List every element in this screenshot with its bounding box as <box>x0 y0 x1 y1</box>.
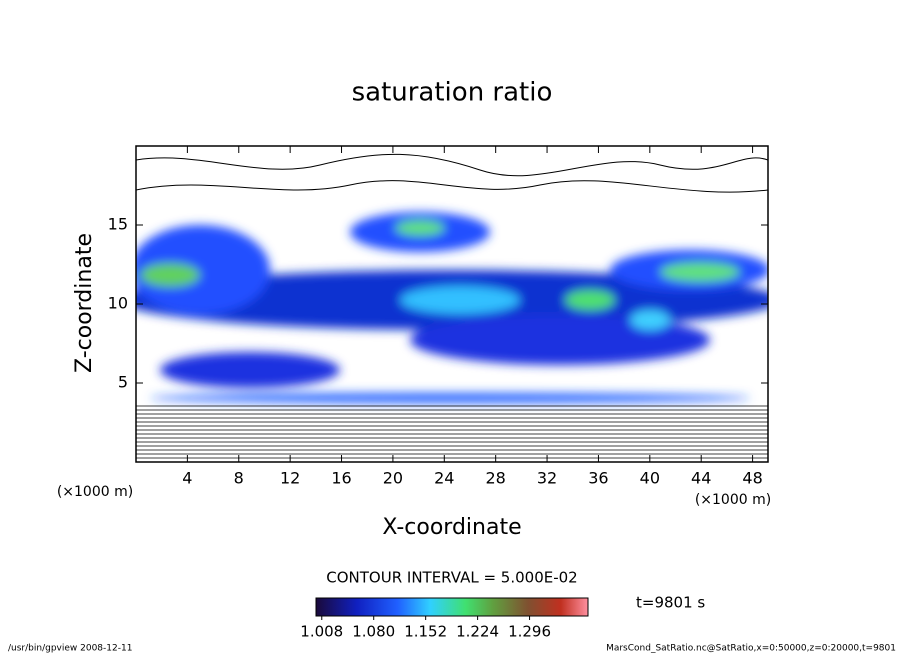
x-tick-label: 36 <box>588 469 608 488</box>
colorbar-tick-label: 1.296 <box>508 623 551 641</box>
x-tick-label: 24 <box>434 469 454 488</box>
footer-right: MarsCond_SatRatio.nc@SatRatio,x=0:50000,… <box>606 644 896 654</box>
chart-title: saturation ratio <box>352 78 553 108</box>
footer-left: /usr/bin/gpview 2008-12-11 <box>8 644 132 654</box>
colorbar-tick-label: 1.224 <box>456 623 499 641</box>
contour-interval: CONTOUR INTERVAL = 5.000E-02 <box>326 569 577 587</box>
x-unit-left: (×1000 m) <box>57 484 133 500</box>
x-tick-label: 8 <box>234 469 244 488</box>
colorbar-tick-label: 1.080 <box>352 623 395 641</box>
time-label: t=9801 s <box>636 594 705 612</box>
y-tick-label: 15 <box>108 215 128 234</box>
x-tick-label: 20 <box>383 469 403 488</box>
x-tick-label: 48 <box>742 469 762 488</box>
x-tick-label: 12 <box>280 469 300 488</box>
colorbar-tick-label: 1.008 <box>300 623 343 641</box>
x-unit-right: (×1000 m) <box>695 492 771 508</box>
x-tick-label: 28 <box>485 469 505 488</box>
x-tick-label: 32 <box>537 469 557 488</box>
colorbar-tick-label: 1.152 <box>404 623 447 641</box>
x-tick-label: 44 <box>691 469 711 488</box>
x-tick-label: 16 <box>331 469 351 488</box>
y-tick-label: 5 <box>118 373 128 392</box>
field <box>136 153 768 459</box>
y-axis-label: Z-coordinate <box>72 233 97 373</box>
x-axis-label: X-coordinate <box>382 515 521 540</box>
y-tick-label: 10 <box>108 294 128 313</box>
x-tick-label: 4 <box>182 469 192 488</box>
colorbar <box>315 597 589 617</box>
x-tick-label: 40 <box>640 469 660 488</box>
